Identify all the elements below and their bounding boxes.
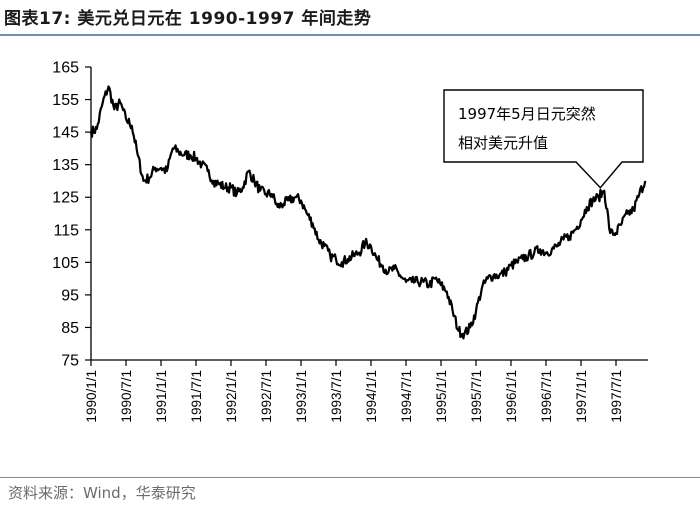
series-line-usd-jpy: [89, 85, 647, 340]
x-tick-label: 1991/1/1: [154, 370, 169, 423]
y-tick-label: 145: [52, 125, 79, 142]
y-tick-label: 135: [52, 157, 79, 174]
axes: [90, 67, 648, 361]
y-tick-label: 155: [52, 92, 79, 109]
y-tick-label: 85: [61, 320, 79, 337]
x-tick-label: 1997/1/1: [574, 370, 589, 423]
x-tick-label: 1990/7/1: [119, 370, 134, 423]
callout-box: [443, 89, 644, 189]
chart-title: 图表17: 美元兑日元在 1990-1997 年间走势: [4, 9, 372, 29]
x-tick-label: 1993/1/1: [294, 370, 309, 423]
source-note: 资料来源：Wind，华泰研究: [8, 484, 196, 502]
x-axis-ticks: 1990/1/1 1990/7/1 1991/1/1 1991/7/1 1992/1/1…: [84, 360, 624, 423]
x-tick-label: 1997/7/1: [609, 370, 624, 423]
y-tick-label: 115: [53, 222, 79, 239]
source-divider: [0, 477, 700, 478]
y-tick-label: 105: [52, 255, 79, 272]
annotation-line-2: 相对美元升值: [458, 134, 548, 152]
x-tick-label: 1994/1/1: [364, 370, 379, 423]
x-tick-label: 1994/7/1: [399, 370, 414, 423]
y-axis-ticks: 165 155 145 135 125 115 105 95 85 75: [52, 60, 91, 370]
x-tick-label: 1995/7/1: [469, 370, 484, 423]
x-tick-label: 1993/7/1: [329, 370, 344, 423]
annotation-line-1: 1997年5月日元突然: [458, 105, 596, 123]
x-tick-label: 1991/7/1: [189, 370, 204, 423]
y-tick-label: 125: [52, 190, 79, 207]
y-tick-label: 165: [52, 60, 79, 77]
x-tick-label: 1992/7/1: [259, 370, 274, 423]
y-tick-label: 95: [61, 287, 79, 304]
x-tick-label: 1990/1/1: [84, 370, 99, 423]
x-tick-label: 1996/1/1: [504, 370, 519, 423]
x-tick-label: 1995/1/1: [434, 370, 449, 423]
annotation-callout: 1997年5月日元突然 相对美元升值: [443, 89, 644, 189]
y-tick-label: 75: [61, 353, 79, 370]
x-tick-label: 1996/7/1: [539, 370, 554, 423]
x-tick-label: 1992/1/1: [224, 370, 239, 423]
title-divider: [0, 34, 700, 36]
